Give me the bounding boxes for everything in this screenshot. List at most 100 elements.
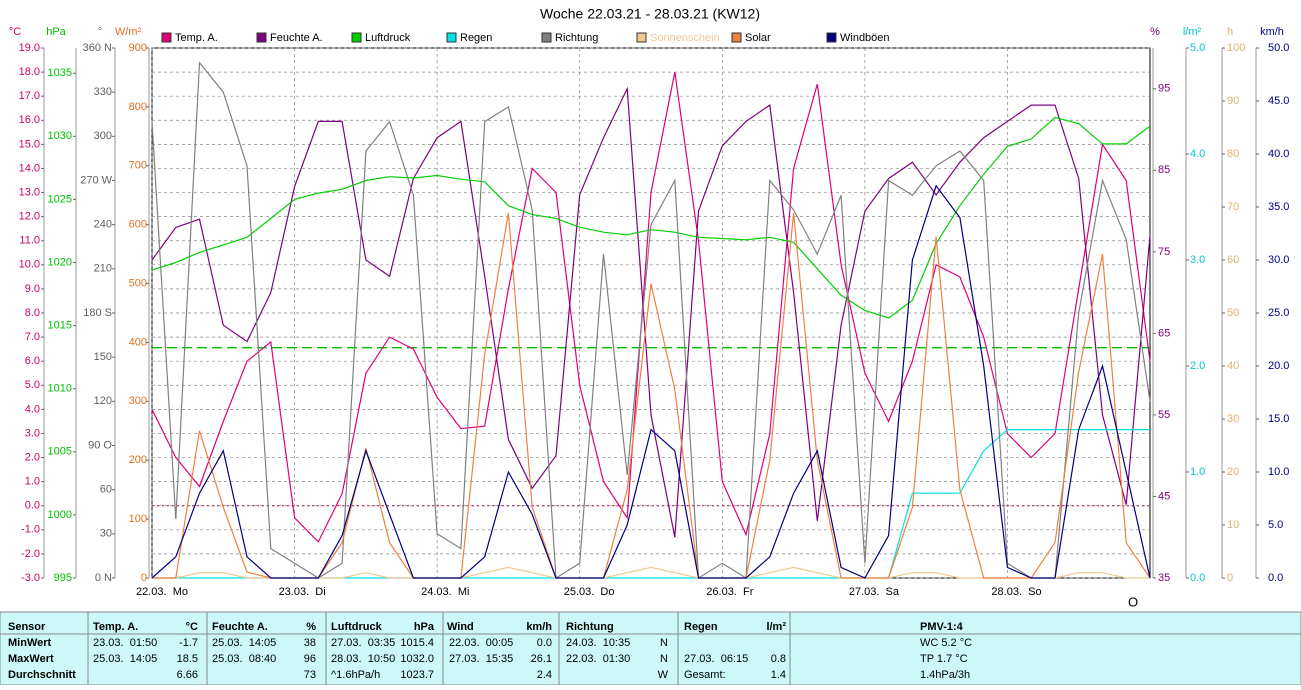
y-tick-label: 300 xyxy=(129,395,147,407)
table-header: °C xyxy=(186,621,198,633)
table-cell: 25.03. 14:05 xyxy=(212,637,276,649)
legend-swatch xyxy=(256,32,267,43)
y-tick-label: -1.0 xyxy=(21,524,40,536)
table-header: Richtung xyxy=(566,621,614,633)
table-header: Luftdruck xyxy=(331,621,383,633)
y-tick-label: 300 xyxy=(94,130,112,142)
table-cell: 25.03. 14:05 xyxy=(93,653,157,665)
y-tick-label: 360 N xyxy=(83,42,112,54)
table-cell: 27.03. 15:35 xyxy=(449,653,513,665)
table-cell: 18.5 xyxy=(177,653,198,665)
y-tick-label: 30 xyxy=(100,528,112,540)
legend-swatch xyxy=(446,32,457,43)
table-cell: N xyxy=(660,637,668,649)
x-tick-label: 27.03. Sa xyxy=(849,586,900,598)
table-cell: 1.4 xyxy=(771,669,786,681)
y-tick-label: 995 xyxy=(54,572,72,584)
table-cell: 26.1 xyxy=(531,653,552,665)
y-tick-label: 0 xyxy=(1227,572,1233,584)
y-tick-label: 12.0 xyxy=(19,211,40,223)
table-cell: 96 xyxy=(304,653,316,665)
table-cell: 22.03. 01:30 xyxy=(566,653,630,665)
table-cell: 28.03. 10:50 xyxy=(331,653,395,665)
y-tick-label: 2.0 xyxy=(25,451,40,463)
y-tick-label: 2.0 xyxy=(1190,360,1205,372)
x-tick-label: 23.03. Di xyxy=(279,586,326,598)
y-tick-label: 17.0 xyxy=(19,90,40,102)
y-tick-label: 60 xyxy=(100,484,112,496)
y-tick-label: 1035 xyxy=(48,67,72,79)
y-tick-label: 14.0 xyxy=(19,162,40,174)
y-tick-label: 15.0 xyxy=(1268,413,1289,425)
x-tick-label: 26.03. Fr xyxy=(706,586,753,598)
y-tick-label: 65 xyxy=(1158,327,1170,339)
legend-swatch xyxy=(826,32,837,43)
x-tick-label: 25.03. Do xyxy=(564,586,615,598)
y-tick-label: 120 xyxy=(94,395,112,407)
y-tick-label: 900 xyxy=(129,42,147,54)
table-cell: ^1.6hPa/h xyxy=(331,669,380,681)
y-tick-label: 210 xyxy=(94,263,112,275)
y-tick-label: 1015 xyxy=(48,320,72,332)
x-tick-label: 22.03. Mo xyxy=(136,586,188,598)
table-cell: W xyxy=(658,669,669,681)
y-tick-label: 0 N xyxy=(95,572,112,584)
y-tick-label: 8.0 xyxy=(25,307,40,319)
y-tick-label: 6.0 xyxy=(25,355,40,367)
y-tick-label: 5.0 xyxy=(1190,42,1205,54)
y-tick-label: 10.0 xyxy=(1268,466,1289,478)
legend-label: Regen xyxy=(460,32,492,44)
table-cell: 24.03. 10:35 xyxy=(566,637,630,649)
axis-unit: h xyxy=(1227,26,1233,38)
y-tick-label: 20 xyxy=(1227,466,1239,478)
y-tick-label: 18.0 xyxy=(19,66,40,78)
y-tick-label: 200 xyxy=(129,454,147,466)
table-header: Regen xyxy=(684,621,718,633)
y-tick-label: 85 xyxy=(1158,164,1170,176)
y-tick-label: 4.0 xyxy=(1190,148,1205,160)
table-header: Feuchte A. xyxy=(212,621,268,633)
y-tick-label: 50.0 xyxy=(1268,42,1289,54)
legend-swatch xyxy=(731,32,742,43)
y-tick-label: 400 xyxy=(129,336,147,348)
legend-swatch xyxy=(636,32,647,43)
y-tick-label: 1020 xyxy=(48,256,72,268)
y-tick-label: 1030 xyxy=(48,130,72,142)
x-tick-label: 24.03. Mi xyxy=(421,586,469,598)
y-tick-label: 30 xyxy=(1227,413,1239,425)
axis-unit: ° xyxy=(98,26,102,38)
stats-background xyxy=(0,611,1301,686)
y-tick-label: 55 xyxy=(1158,409,1170,421)
y-tick-label: 100 xyxy=(129,513,147,525)
series-line xyxy=(151,86,1151,538)
legend-label: Windböen xyxy=(840,32,890,44)
series-line xyxy=(151,184,1151,579)
y-tick-label: 19.0 xyxy=(19,42,40,54)
chart-title: Woche 22.03.21 - 28.03.21 (KW12) xyxy=(540,6,760,22)
y-tick-label: 150 xyxy=(94,351,112,363)
y-tick-label: 1005 xyxy=(48,446,72,458)
table-header: PMV-1:4 xyxy=(920,621,964,633)
y-tick-label: 13.0 xyxy=(19,186,40,198)
y-tick-label: 10 xyxy=(1227,519,1239,531)
legend-label: Luftdruck xyxy=(365,32,411,44)
y-tick-label: 10.0 xyxy=(19,259,40,271)
y-tick-label: 1010 xyxy=(48,383,72,395)
table-cell: 38 xyxy=(304,637,316,649)
y-tick-label: 11.0 xyxy=(19,235,40,247)
y-tick-label: 1.0 xyxy=(1190,466,1205,478)
y-tick-label: 1000 xyxy=(48,509,72,521)
axis-unit: hPa xyxy=(46,26,66,38)
y-tick-label: 5.0 xyxy=(1268,519,1283,531)
axis-unit: km/h xyxy=(1260,26,1284,38)
y-tick-label: 95 xyxy=(1158,83,1170,95)
legend-swatch xyxy=(351,32,362,43)
y-tick-label: 270 W xyxy=(80,174,112,186)
table-cell: 27.03. 03:35 xyxy=(331,637,395,649)
y-tick-label: 1025 xyxy=(48,193,72,205)
table-cell: 27.03. 06:15 xyxy=(684,653,748,665)
table-cell: MinWert xyxy=(8,637,52,649)
y-tick-label: 5.0 xyxy=(25,379,40,391)
y-tick-label: -3.0 xyxy=(21,572,40,584)
